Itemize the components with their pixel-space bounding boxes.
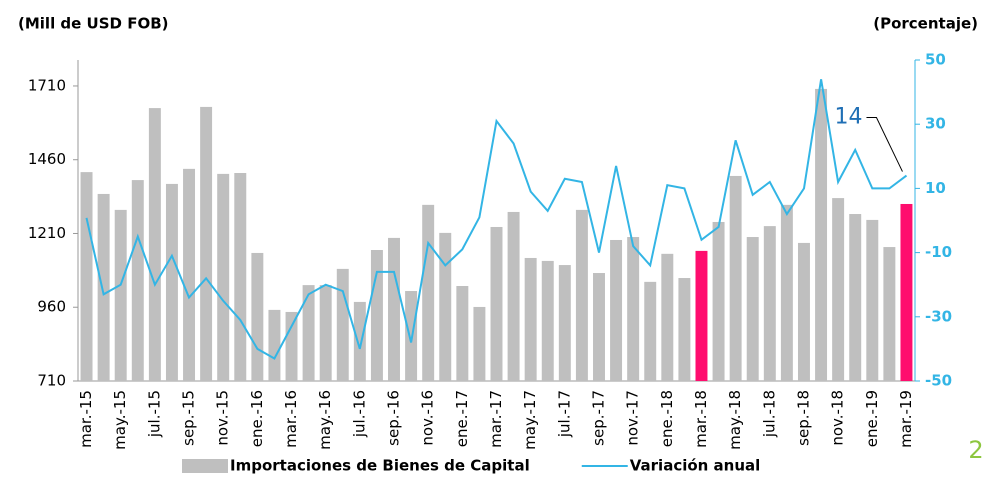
x-tick-label: may.-15 <box>111 390 129 450</box>
y2-tick-label: -50 <box>925 372 952 390</box>
bar <box>627 237 640 381</box>
x-tick-label: sep.-18 <box>794 390 812 446</box>
bar <box>439 232 452 381</box>
x-tick-label: may.-18 <box>726 390 744 450</box>
bar <box>610 239 623 381</box>
bar <box>268 309 281 381</box>
legend-swatch <box>182 459 228 473</box>
bar <box>866 219 879 381</box>
x-tick-label: ene.-18 <box>658 390 676 447</box>
bar <box>575 209 588 381</box>
bar <box>234 172 247 381</box>
x-tick-label: sep.-15 <box>180 390 198 446</box>
x-tick-label: jul.-16 <box>350 390 368 438</box>
annotation-leader <box>866 117 903 172</box>
bar <box>763 226 776 381</box>
bar <box>165 183 178 381</box>
bar <box>780 204 793 381</box>
bar <box>405 291 418 381</box>
bar <box>473 306 486 381</box>
y-tick-label: 710 <box>37 372 66 390</box>
x-tick-label: nov.-17 <box>624 390 642 446</box>
bar <box>336 268 349 381</box>
x-tick-label: ene.-17 <box>453 390 471 447</box>
bar <box>388 237 400 381</box>
bar <box>80 172 93 381</box>
bar <box>593 273 605 381</box>
page-number: 2 <box>968 436 983 464</box>
bar <box>148 108 161 381</box>
bar <box>661 253 674 381</box>
x-tick-label: mar.-15 <box>77 390 95 448</box>
bar <box>370 250 383 381</box>
x-tick-label: ene.-16 <box>248 390 266 447</box>
bar <box>524 257 537 381</box>
y2-tick-label: 10 <box>925 179 946 197</box>
bar <box>97 193 110 381</box>
y-tick-label: 960 <box>37 298 66 316</box>
x-tick-label: mar.-16 <box>282 390 300 448</box>
bar <box>729 175 742 381</box>
x-tick-label: jul.-18 <box>760 390 778 438</box>
x-tick-label: ene.-19 <box>863 390 881 447</box>
bar <box>217 173 230 381</box>
y2-tick-label: 50 <box>925 51 946 69</box>
x-tick-label: nov.-15 <box>214 390 232 446</box>
x-tick-label: nov.-16 <box>419 390 437 446</box>
x-tick-label: mar.-17 <box>487 390 505 448</box>
bar <box>900 203 913 381</box>
bar <box>832 198 845 381</box>
bar <box>183 168 196 381</box>
bar <box>712 221 725 381</box>
bar <box>678 278 691 381</box>
y-tick-label: 1710 <box>28 76 66 94</box>
bar <box>131 180 144 381</box>
bar <box>490 226 503 381</box>
bar <box>353 301 366 381</box>
bar <box>114 209 127 381</box>
bar <box>456 285 469 381</box>
y-tick-label: 1210 <box>28 224 66 242</box>
bar <box>541 260 554 381</box>
bar <box>285 311 298 381</box>
x-tick-label: nov.-18 <box>829 390 847 446</box>
bar <box>422 204 435 381</box>
bar <box>849 214 862 381</box>
annotation: 14 <box>834 105 862 130</box>
bar <box>797 242 810 381</box>
bar <box>558 265 571 381</box>
bar <box>200 106 213 382</box>
x-tick-label: mar.-18 <box>692 390 710 448</box>
bar <box>507 211 520 381</box>
x-tick-label: sep.-16 <box>385 390 403 446</box>
y2-tick-label: -30 <box>925 307 952 325</box>
x-tick-label: may.-17 <box>521 390 539 450</box>
x-tick-label: jul.-15 <box>145 390 163 438</box>
legend-label: Variación anual <box>630 457 761 475</box>
y2-tick-label: -10 <box>925 243 952 261</box>
bar <box>251 252 264 381</box>
x-tick-label: mar.-19 <box>897 390 915 448</box>
line <box>85 79 908 360</box>
y-tick-label: 1460 <box>28 150 66 168</box>
x-tick-label: sep.-17 <box>589 390 607 446</box>
y2-axis-title: (Porcentaje) <box>873 15 978 33</box>
bar <box>302 285 315 381</box>
y-axis-title: (Mill de USD FOB) <box>18 15 169 33</box>
bar <box>746 237 759 381</box>
legend-label: Importaciones de Bienes de Capital <box>230 457 530 475</box>
bar <box>883 247 896 381</box>
x-tick-label: jul.-17 <box>555 390 573 438</box>
y2-tick-label: 30 <box>925 115 946 133</box>
bar <box>815 88 828 381</box>
x-tick-label: may.-16 <box>316 390 334 450</box>
bar <box>319 285 332 381</box>
bar <box>644 281 657 381</box>
bar <box>695 250 708 381</box>
